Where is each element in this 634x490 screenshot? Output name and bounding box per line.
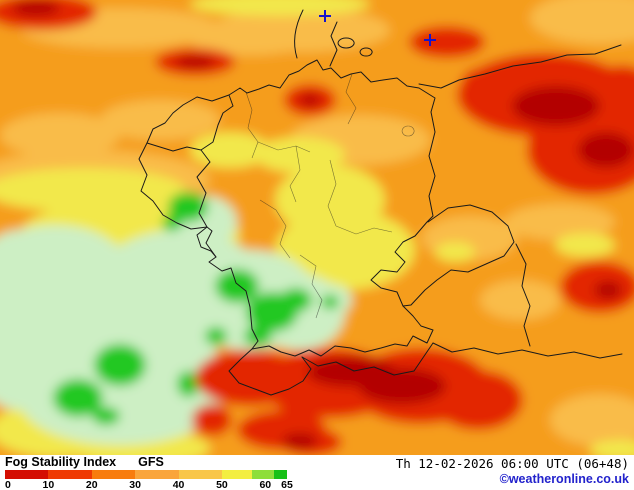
country-borders (138, 9, 623, 396)
color-blob-red (433, 370, 523, 430)
color-blob-dark_red (282, 433, 318, 449)
color-blob-green (168, 192, 208, 222)
germany-border (196, 59, 436, 357)
color-blob-green (53, 379, 103, 417)
map-area (0, 0, 634, 455)
state-border-line (345, 73, 357, 125)
state-border-line (299, 254, 323, 319)
color-blob-red (582, 65, 634, 145)
color-blob-green (92, 407, 120, 425)
denmark-island-2 (359, 47, 373, 57)
color-blob-yellow (255, 137, 345, 173)
state-border-line (257, 141, 311, 153)
denmark-island (337, 37, 355, 49)
color-blob-dark_red (12, 0, 60, 16)
plus-marker-icon (424, 34, 436, 46)
color-blob-light_orange (505, 204, 615, 240)
color-blob-light_orange (530, 0, 634, 44)
luxembourg-border (196, 226, 217, 258)
color-blob-light_orange (100, 100, 220, 140)
legend-tick: 10 (42, 479, 55, 490)
color-blob-yellow (590, 440, 634, 455)
state-borders (245, 73, 415, 319)
color-blob-dark_red (594, 281, 622, 299)
color-blob-yellow (555, 233, 615, 257)
legend-segment (135, 470, 179, 479)
color-blob-green (244, 326, 272, 346)
color-blob-light_orange (550, 394, 634, 446)
color-blob-dark_red (358, 368, 446, 404)
legend-tick: 30 (129, 479, 141, 490)
legend-tick: 40 (172, 479, 185, 490)
color-blob-red (462, 66, 522, 94)
color-blob-yellow (435, 242, 475, 262)
color-field (0, 0, 634, 455)
color-blob-green (162, 215, 182, 231)
state-border-line (245, 91, 259, 159)
plus-marker-icon (319, 10, 331, 22)
color-blob-light_orange (190, 25, 310, 55)
legend-tick: 65 (281, 479, 293, 490)
alps-italy-border (301, 342, 434, 376)
legend-tick: 0 (5, 479, 11, 490)
weather-map-svg (0, 0, 634, 455)
denmark-east-coast (329, 21, 338, 67)
legend-segment (252, 470, 275, 479)
legend-ticks: 0 10 20 30 40 50 60 65 (5, 479, 293, 490)
color-blob-dark_red (300, 94, 320, 106)
czech-border (402, 204, 515, 307)
map-markers (319, 10, 436, 46)
state-border-line (289, 145, 301, 203)
legend-bar (5, 470, 288, 479)
legend-segment (221, 470, 253, 479)
legend-tick: 60 (259, 479, 272, 490)
stamp-block: Th 12-02-2026 06:00 UTC (06+48) ©weather… (396, 456, 629, 487)
state-border-line (327, 159, 337, 227)
color-blob-green (215, 269, 259, 303)
legend-block: Fog Stability Index GFS 0 10 20 30 40 50 60 65 (5, 456, 293, 490)
color-blob-dark_red (175, 56, 215, 68)
color-blob-green (177, 371, 199, 397)
attribution-link[interactable]: ©weatheronline.co.uk (499, 472, 629, 486)
austria-south-border (432, 342, 623, 359)
color-blob-yellow (275, 210, 415, 290)
color-blob-green (94, 344, 146, 386)
color-blob-light_orange (0, 113, 120, 157)
color-blob-green (205, 327, 227, 345)
color-blob-yellow (190, 132, 270, 168)
state-border-line (259, 199, 291, 259)
legend-segment (274, 470, 288, 479)
benelux-france-border (138, 94, 230, 230)
color-blob-red (192, 404, 232, 436)
timestamp: Th 12-02-2026 06:00 UTC (06+48) (395, 456, 629, 471)
color-blob-green (321, 295, 339, 309)
color-blob-green (280, 288, 312, 312)
switzerland-border (228, 348, 312, 396)
baltic-coast (418, 44, 622, 89)
color-blob-red (409, 26, 485, 58)
state-border-line (335, 225, 393, 235)
footer-bar: Fog Stability Index GFS 0 10 20 30 40 50 60 65 … (0, 455, 634, 490)
legend-tick: 50 (216, 479, 228, 490)
berlin-outline (401, 125, 415, 137)
model-label: GFS (138, 455, 164, 469)
color-blob-dark_red (512, 86, 600, 126)
color-blob-light_orange (480, 280, 560, 320)
netherlands-belgium-border (146, 142, 202, 152)
legend-segment (48, 470, 92, 479)
index-title: Fog Stability Index (5, 455, 117, 469)
color-blob-dark_red (578, 132, 634, 168)
legend-title-row: Fog Stability Index GFS (5, 456, 287, 469)
legend-tick: 20 (85, 479, 98, 490)
austria-east-border (515, 243, 531, 347)
legend-segment (178, 470, 222, 479)
denmark-west-coast (294, 9, 304, 59)
legend-segment (91, 470, 136, 479)
legend-segment (5, 470, 49, 479)
